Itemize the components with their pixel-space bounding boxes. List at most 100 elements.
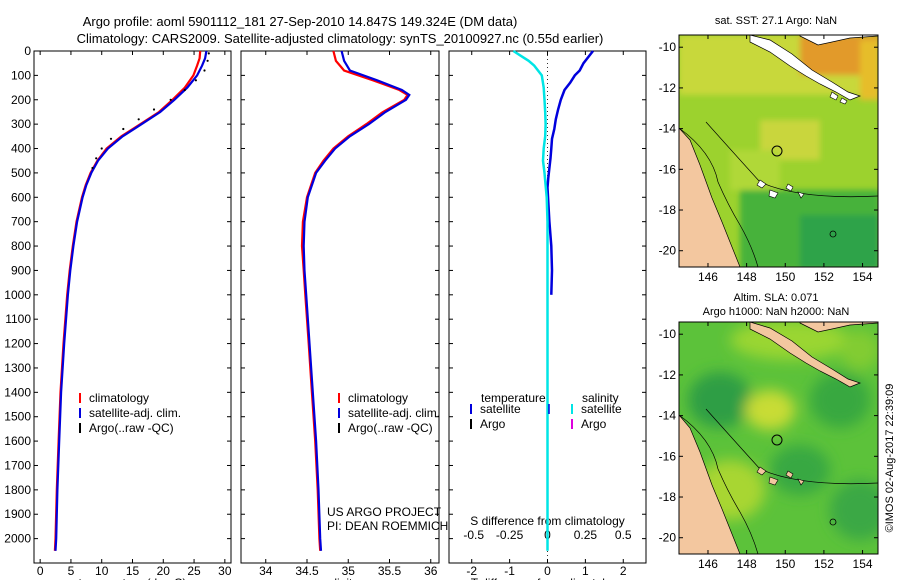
argo-point bbox=[203, 69, 206, 72]
x-tick-label: 20 bbox=[157, 564, 171, 578]
x-axis-label: T difference from climatology bbox=[471, 576, 625, 580]
argo-point bbox=[169, 98, 172, 101]
salinity-panel: 34 34.5 35 35.5 36 salinity climatologysatelli… bbox=[240, 50, 440, 580]
x-tick-label: 35.5 bbox=[378, 564, 402, 578]
plot-frame bbox=[240, 50, 440, 564]
argo-point bbox=[122, 127, 125, 131]
plot-frame bbox=[33, 50, 232, 564]
argo-point bbox=[206, 59, 209, 62]
x-tick-label: 25 bbox=[187, 564, 201, 578]
legend-entry: Argo(..raw -QC) bbox=[89, 421, 174, 435]
sst-map bbox=[679, 35, 878, 267]
x2-tick-label: 0.5 bbox=[615, 528, 632, 542]
map-y-tick-label: -10 bbox=[659, 40, 677, 54]
map-x-tick-label: 146 bbox=[698, 270, 718, 284]
figure-title-line1: Argo profile: aoml 5901112_181 27-Sep-20… bbox=[83, 14, 518, 29]
legend-entry: satellite bbox=[581, 402, 622, 416]
legend-entry: Argo bbox=[581, 417, 607, 431]
project-pi: PI: DEAN ROEMMICH bbox=[327, 519, 448, 533]
y-tick-label: 100 bbox=[11, 68, 31, 82]
argo-point bbox=[109, 137, 113, 140]
y-tick-label: 1400 bbox=[4, 385, 31, 399]
series-line-climatology bbox=[53, 50, 202, 551]
legend-entry: satellite bbox=[480, 402, 521, 416]
x-tick-label: 0 bbox=[544, 564, 551, 578]
x2-tick-label: -0.5 bbox=[463, 528, 484, 542]
legend-entry: Argo bbox=[480, 417, 506, 431]
legend-entry: climatology bbox=[348, 391, 408, 405]
map-y-tick-label: -20 bbox=[659, 244, 677, 258]
x-tick-label: 35 bbox=[342, 564, 356, 578]
y-tick-label: 1500 bbox=[4, 410, 31, 424]
map-x-tick-label: 148 bbox=[737, 557, 757, 571]
x2-tick-label: -0.25 bbox=[496, 528, 524, 542]
y-tick-label: 1000 bbox=[4, 288, 31, 302]
figure-title-line2: Climatology: CARS2009. Satellite-adjuste… bbox=[77, 31, 604, 46]
map-x-tick-label: 150 bbox=[775, 557, 795, 571]
argo-point bbox=[194, 79, 197, 82]
argo-location-marker bbox=[771, 145, 783, 157]
argo-point bbox=[183, 88, 186, 92]
map-y-tick-label: -14 bbox=[659, 409, 677, 423]
x-tick-label: 15 bbox=[126, 564, 140, 578]
x-tick-label: 34.5 bbox=[295, 564, 319, 578]
y-tick-label: 800 bbox=[11, 239, 31, 253]
map-y-tick-label: -16 bbox=[659, 449, 677, 463]
y-tick-label: 1200 bbox=[4, 337, 31, 351]
x-axis-label: salinity bbox=[322, 576, 359, 580]
temperature-panel: 0100200300400500600700800900100011001200… bbox=[4, 44, 232, 580]
y-tick-label: 500 bbox=[11, 166, 31, 180]
map-x-tick-label: 154 bbox=[853, 270, 873, 284]
y-tick-label: 200 bbox=[11, 93, 31, 107]
map-y-tick-label: -16 bbox=[659, 162, 677, 176]
map-x-tick-label: 146 bbox=[698, 557, 718, 571]
x2-tick-label: 0.25 bbox=[574, 528, 598, 542]
y-tick-label: 600 bbox=[11, 190, 31, 204]
series-line-0 bbox=[546, 50, 594, 295]
y-tick-label: 1300 bbox=[4, 361, 31, 375]
y-tick-label: 0 bbox=[24, 44, 31, 58]
map-x-tick-label: 150 bbox=[775, 270, 795, 284]
x-tick-label: 36 bbox=[424, 564, 438, 578]
x-tick-label: 1 bbox=[582, 564, 589, 578]
x-tick-label: 34 bbox=[259, 564, 273, 578]
legend-entry: Argo(..raw -QC) bbox=[348, 421, 433, 435]
argo-point bbox=[95, 157, 98, 160]
x-tick-label: 0 bbox=[37, 564, 44, 578]
argo-point bbox=[207, 52, 210, 55]
map-y-tick-label: -12 bbox=[659, 368, 677, 382]
project-name: US ARGO PROJECT bbox=[327, 505, 442, 519]
map-x-tick-label: 148 bbox=[737, 270, 757, 284]
x-tick-label: -2 bbox=[466, 564, 477, 578]
sla-map-title-line2: Argo h1000: NaN h2000: NaN bbox=[703, 306, 850, 318]
x-tick-label: 2 bbox=[620, 564, 627, 578]
map-y-tick-label: -20 bbox=[659, 531, 677, 545]
map-x-tick-label: 152 bbox=[814, 557, 834, 571]
map-x-tick-label: 154 bbox=[853, 557, 873, 571]
legend-header-temperature: temperature bbox=[481, 391, 546, 405]
y-tick-label: 300 bbox=[11, 117, 31, 131]
legend-entry: climatology bbox=[89, 391, 149, 405]
y-tick-label: 1700 bbox=[4, 458, 31, 472]
argo-point bbox=[137, 118, 140, 121]
legend-entry: satellite-adj. clim. bbox=[89, 406, 181, 420]
x-tick-label: -1 bbox=[504, 564, 515, 578]
x-tick-label: 30 bbox=[218, 564, 232, 578]
map-y-tick-label: -18 bbox=[659, 203, 677, 217]
y-tick-label: 700 bbox=[11, 215, 31, 229]
legend-entry: satellite-adj. clim. bbox=[348, 406, 440, 420]
map-y-tick-label: -18 bbox=[659, 490, 677, 504]
y-tick-label: 1800 bbox=[4, 483, 31, 497]
series-line-satelliteadj bbox=[54, 50, 208, 551]
x-axis-label: temperature (deg C) bbox=[78, 576, 186, 580]
sla-map-axes: 146 148 150 152 154 -10 -12 -14 -16 -18 -20 bbox=[659, 322, 878, 571]
series-line-1 bbox=[512, 49, 549, 551]
y-tick-label: 900 bbox=[11, 263, 31, 277]
copyright-stamp: ©IMOS 02-Aug-2017 22:39:09 bbox=[884, 384, 896, 533]
sst-papua-coast bbox=[749, 35, 862, 101]
legend-header-salinity: salinity bbox=[582, 391, 619, 405]
y-tick-label: 400 bbox=[11, 142, 31, 156]
argo-point bbox=[91, 166, 94, 170]
